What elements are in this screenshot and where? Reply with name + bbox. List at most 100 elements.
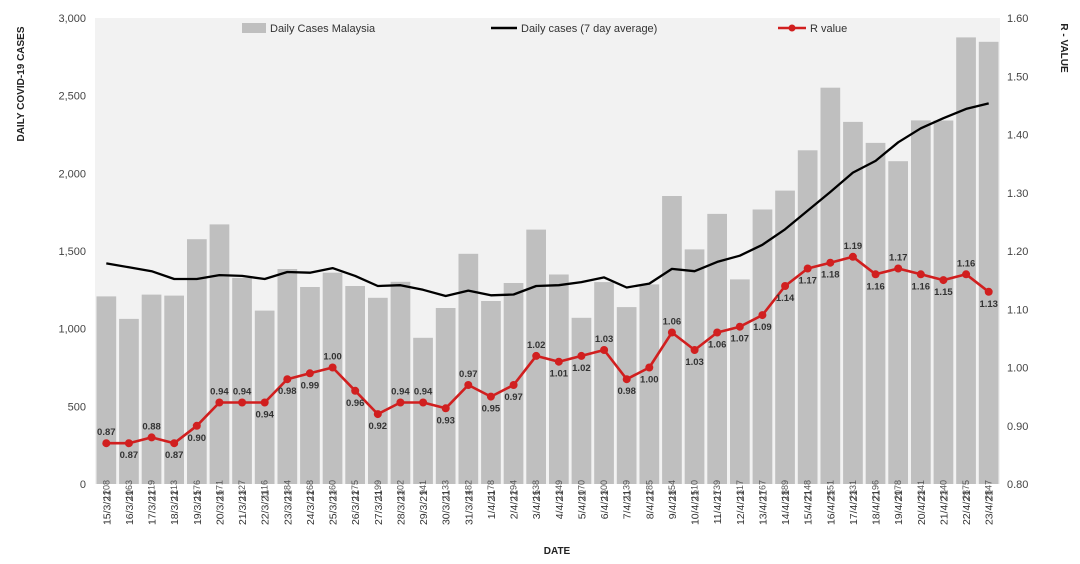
bar-value-label: 2875	[961, 480, 971, 500]
x-tick-label: 15/4/21	[803, 490, 815, 525]
y2-tick-label: 1.30	[1007, 188, 1028, 200]
bar-value-label: 2331	[848, 480, 858, 500]
bar	[978, 41, 999, 485]
r-point	[577, 351, 586, 360]
plot-area	[95, 18, 1000, 484]
right-axis-ticks: 0.80 0.90 1.00 1.10 1.20 1.30 1.40 1.50 1.60	[1007, 13, 1028, 491]
x-tick-label: 16/3/21	[124, 490, 136, 525]
bar-value-label: 1317	[735, 480, 745, 500]
bar-value-label: 2340	[938, 480, 948, 500]
r-line	[106, 255, 990, 445]
bar-value-label: 1285	[644, 480, 654, 500]
x-tick-label: 14/4/21	[780, 490, 792, 525]
bar-value-label: 1268	[305, 480, 315, 500]
x-tick-label: 18/4/21	[871, 490, 883, 525]
r-value-label: 1.00	[640, 375, 659, 386]
bar	[164, 295, 184, 484]
y2-tick-label: 1.10	[1007, 304, 1028, 316]
x-tick-label: 23/4/21	[984, 490, 996, 525]
r-value-label: 0.87	[97, 427, 116, 438]
r-value-label: 0.90	[188, 433, 207, 444]
y-tick-label: 2,500	[58, 91, 86, 103]
r-point	[984, 287, 993, 296]
x-tick-label: 19/4/21	[893, 490, 905, 525]
r-value-label: 0.94	[210, 387, 229, 398]
bar	[707, 213, 727, 484]
r-point	[939, 276, 948, 285]
bar	[300, 287, 320, 484]
x-tick-label: 20/4/21	[916, 490, 928, 525]
r-point	[260, 398, 269, 407]
legend: Daily Cases Malaysia Daily cases (7 day …	[242, 23, 847, 35]
legend-label-daily-cases: Daily Cases Malaysia	[270, 23, 376, 35]
y-tick-label: 2,000	[58, 168, 86, 180]
x-tick-label: 1/4/21	[486, 490, 498, 519]
r-point	[464, 381, 473, 389]
y2-axis-title: R - VALUE	[1058, 23, 1069, 73]
bar-value-label: 2078	[893, 480, 903, 500]
bar-value-label: 2551	[825, 480, 835, 500]
x-tick-label: 26/3/21	[350, 490, 362, 525]
x-tick-label: 25/3/21	[328, 490, 340, 525]
y-tick-label: 1,000	[58, 324, 86, 336]
y2-tick-label: 0.90	[1007, 421, 1028, 433]
r-point	[690, 346, 699, 354]
bar	[843, 121, 863, 485]
bar	[933, 120, 954, 484]
bar-value-label: 1384	[282, 480, 292, 500]
r-point	[509, 381, 518, 389]
x-tick-label: 8/4/21	[644, 490, 656, 519]
bar	[888, 161, 908, 484]
bar	[368, 297, 388, 484]
r-value-label: 1.14	[776, 293, 795, 304]
r-value-label: 0.88	[142, 421, 161, 432]
r-value-label: 1.16	[912, 281, 931, 292]
bar	[571, 317, 592, 484]
r-value-label: 0.96	[346, 398, 365, 409]
r-point	[102, 439, 111, 448]
r-value-label: 1.02	[527, 340, 546, 351]
x-tick-label: 16/4/21	[825, 490, 837, 525]
x-tick-label: 24/3/21	[305, 490, 317, 525]
x-tick-label: 5/4/21	[576, 490, 588, 519]
bar-value-label: 1139	[622, 480, 632, 499]
r-point	[396, 398, 405, 407]
r-value-label: 1.13	[979, 299, 998, 310]
legend-label-7day-average: Daily cases (7 day average)	[521, 23, 657, 35]
bar	[209, 224, 230, 484]
r-point	[441, 404, 450, 413]
bar-value-label: 1576	[192, 480, 202, 500]
r-value-label: 1.17	[889, 253, 908, 264]
r-point	[600, 346, 609, 354]
avg-line-group	[106, 102, 989, 298]
bar	[187, 239, 207, 484]
r-value-label: 1.06	[663, 317, 682, 328]
r-point	[554, 357, 563, 366]
bar	[345, 286, 365, 484]
x-tick-label: 7/4/21	[622, 490, 634, 519]
y2-tick-label: 1.60	[1007, 13, 1028, 25]
bar	[662, 196, 682, 484]
bar-value-label: 2148	[803, 480, 813, 500]
avg-line	[106, 102, 989, 298]
bar-value-label: 1327	[237, 480, 247, 500]
r-point	[419, 398, 428, 407]
x-tick-label: 2/4/21	[509, 490, 521, 519]
x-tick-label: 18/3/21	[169, 490, 181, 525]
x-tick-label: 28/3/21	[395, 490, 407, 525]
legend-label-r-value: R value	[810, 23, 847, 35]
x-tick-label: 4/4/21	[554, 490, 566, 519]
bar-group	[96, 37, 999, 485]
r-value-label: 1.07	[731, 334, 750, 345]
r-value-label: 0.97	[459, 369, 478, 380]
r-value-label: 0.98	[617, 386, 636, 397]
r-value-label: 0.98	[278, 386, 297, 397]
bar	[435, 308, 456, 484]
bar-value-label: 1199	[373, 480, 383, 499]
x-tick-label: 6/4/21	[599, 490, 611, 519]
bar	[820, 87, 841, 484]
r-point	[826, 258, 835, 267]
bar	[865, 142, 886, 484]
bar-value-label: 1739	[712, 480, 722, 500]
